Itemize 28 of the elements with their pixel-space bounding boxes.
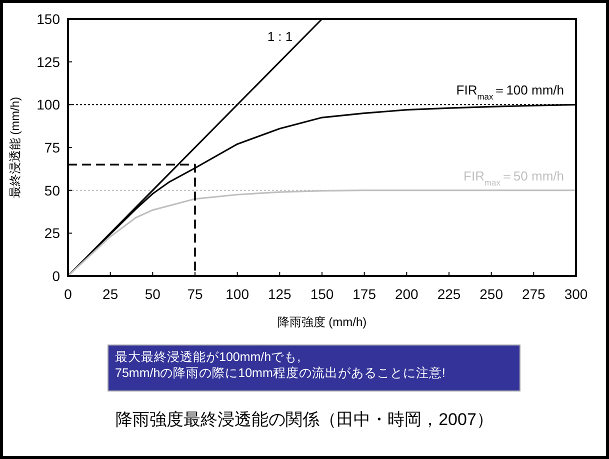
x-tick-label: 275 (522, 286, 546, 302)
y-tick-label: 100 (36, 96, 60, 113)
x-tick-label: 100 (226, 286, 250, 302)
x-axis-title: 降雨強度 (mm/h) (277, 315, 367, 329)
y-tick-label: 150 (36, 11, 60, 27)
x-tick-label: 225 (437, 286, 461, 302)
x-tick-label: 50 (144, 286, 161, 302)
x-tick-label: 125 (268, 286, 292, 302)
series-label: 1 : 1 (267, 29, 293, 44)
x-tick-label: 300 (564, 286, 588, 302)
ref-line-label: FIR$_{max}$＝100 mm/h (456, 82, 564, 102)
x-tick-label: 75 (187, 286, 203, 302)
x-tick-label: 250 (480, 286, 504, 302)
text: 75mm/hの降雨の際に10mm程度の流出があることに注意! (115, 365, 446, 380)
y-tick-label: 25 (44, 225, 60, 242)
y-tick-label: 0 (52, 268, 60, 284)
x-tick-label: 200 (394, 286, 419, 302)
x-tick-label: 150 (310, 286, 334, 302)
text: 降雨強度最終浸透能の関係（田中・時岡，2007） (116, 410, 494, 429)
text: 最大最終浸透能が100mm/hでも, (115, 350, 301, 364)
y-tick-label: 75 (44, 140, 60, 156)
x-tick-label: 25 (102, 286, 118, 302)
x-tick-label: 175 (352, 286, 376, 302)
y-tick-label: 125 (36, 54, 60, 70)
x-tick-label: 0 (64, 286, 72, 302)
y-axis-title: 最終浸透能 (mm/h) (8, 96, 22, 198)
ref-line-label: FIR$_{max}$＝50 mm/h (464, 168, 564, 188)
y-tick-label: 50 (44, 182, 60, 198)
